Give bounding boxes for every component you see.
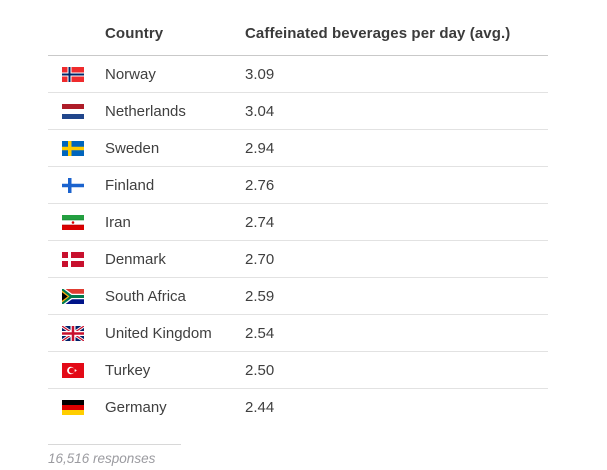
country-name: Netherlands — [105, 102, 186, 120]
table-row: Sweden 2.94 — [48, 129, 548, 166]
table-row: Turkey 2.50 — [48, 351, 548, 388]
beverage-value: 3.04 — [245, 102, 275, 120]
table-row: Norway 3.09 — [48, 55, 548, 92]
table-row: United Kingdom 2.54 — [48, 314, 548, 351]
country-column-header: Country — [105, 25, 164, 42]
country-name: Finland — [105, 176, 155, 194]
country-name: Turkey — [105, 361, 151, 379]
country-name: Iran — [105, 213, 131, 231]
table-row: Iran 2.74 — [48, 203, 548, 240]
table-header-row: Country Caffeinated beverages per day (a… — [48, 0, 548, 55]
table-row: Denmark 2.70 — [48, 240, 548, 277]
beverage-value: 2.74 — [245, 213, 275, 231]
beverage-value: 2.54 — [245, 324, 275, 342]
country-name: Sweden — [105, 139, 160, 157]
beverage-value: 2.50 — [245, 361, 275, 379]
norway-flag-icon — [48, 66, 105, 82]
united-kingdom-flag-icon — [48, 325, 105, 341]
footer-divider — [48, 444, 181, 445]
country-name: South Africa — [105, 287, 186, 305]
beverage-value: 2.44 — [245, 398, 275, 416]
denmark-flag-icon — [48, 251, 105, 267]
value-column-header: Caffeinated beverages per day (avg.) — [245, 25, 511, 42]
south-africa-flag-icon — [48, 288, 105, 304]
sweden-flag-icon — [48, 140, 105, 156]
beverage-value: 2.70 — [245, 250, 275, 268]
turkey-flag-icon — [48, 362, 105, 378]
country-name: Germany — [105, 398, 167, 416]
netherlands-flag-icon — [48, 103, 105, 119]
table-footer: 16,516 responses — [48, 444, 607, 466]
beverage-value: 2.59 — [245, 287, 275, 305]
germany-flag-icon — [48, 399, 105, 415]
finland-flag-icon — [48, 177, 105, 193]
beverage-value: 2.76 — [245, 176, 275, 194]
responses-count: 16,516 responses — [48, 451, 156, 466]
beverage-value: 2.94 — [245, 139, 275, 157]
beverage-value: 3.09 — [245, 65, 275, 83]
country-name: Norway — [105, 65, 156, 83]
table-row: Germany 2.44 — [48, 388, 548, 425]
table-row: Finland 2.76 — [48, 166, 548, 203]
country-name: United Kingdom — [105, 324, 212, 342]
iran-flag-icon — [48, 214, 105, 230]
country-caffeine-table: Country Caffeinated beverages per day (a… — [48, 0, 548, 425]
country-name: Denmark — [105, 250, 166, 268]
table-row: Netherlands 3.04 — [48, 92, 548, 129]
table-row: South Africa 2.59 — [48, 277, 548, 314]
